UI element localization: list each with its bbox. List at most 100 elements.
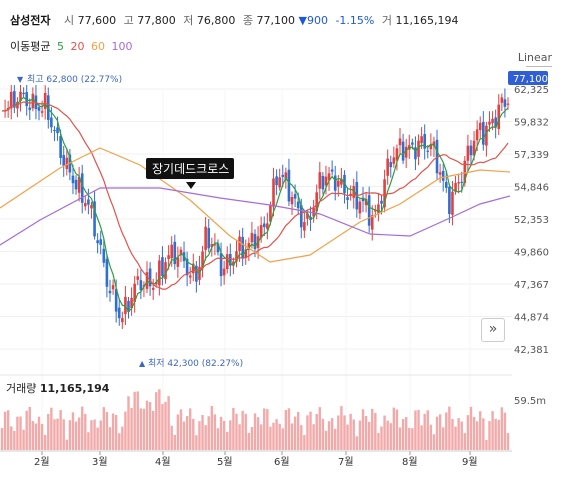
candle-body (74, 179, 78, 190)
candle-body (22, 92, 25, 95)
candle-body (398, 138, 402, 146)
candle-body (219, 253, 223, 277)
volume-bar (253, 413, 257, 450)
candle-body (340, 178, 343, 185)
volume-bar (185, 416, 189, 450)
volume-bar (201, 415, 204, 450)
volume-label: 거 (381, 14, 392, 27)
volume-panel-title: 거래량 (6, 382, 37, 395)
volume-bar (454, 426, 457, 450)
candle-body (281, 174, 285, 177)
high-marker-text: 최고 62,800 (22.77%) (27, 74, 122, 85)
ma-100-line (0, 187, 511, 246)
candle-body (266, 223, 269, 229)
candle-body (93, 201, 96, 237)
candle-body (148, 268, 152, 287)
volume-bar (133, 391, 136, 450)
volume-bar (337, 415, 340, 450)
candle-body (411, 142, 414, 145)
volume-bar (204, 425, 207, 450)
volume-bar (340, 406, 343, 450)
volume-bar (266, 409, 269, 450)
candle-body (275, 176, 278, 186)
candle-body (247, 243, 251, 250)
candle-body (173, 241, 177, 265)
volume-bar (290, 423, 294, 450)
volume-bar (334, 428, 337, 450)
candle-body (139, 280, 143, 291)
volume-bar (37, 416, 41, 450)
volume-bar (361, 409, 365, 450)
expand-chart-button[interactable]: » (481, 318, 505, 342)
volume-bar (77, 417, 81, 450)
candle-body (145, 272, 149, 289)
volume-bar (315, 413, 318, 450)
volume-bar (438, 414, 442, 450)
volume-bar (207, 416, 210, 450)
volume-bar (56, 418, 59, 450)
candle-body (111, 285, 115, 290)
candle-body (170, 244, 173, 259)
volume-bar (435, 416, 439, 450)
moving-average-legend[interactable]: 이동평균 5 20 60 100 (10, 38, 135, 54)
volume-bar (303, 435, 306, 450)
current-price-tag: 77,100 (513, 74, 548, 85)
candle-body (127, 300, 130, 312)
volume-bar (287, 408, 291, 450)
volume-bar (161, 404, 164, 450)
high-label: 고 (123, 14, 134, 27)
candle-body (195, 265, 198, 282)
volume-bar (330, 418, 334, 450)
scale-mode-toggle[interactable]: Linear (517, 51, 552, 64)
volume-bar (411, 428, 414, 450)
scale-underline (526, 66, 552, 67)
volume-bar (182, 421, 186, 450)
candle-body (225, 254, 229, 270)
ma-20: 20 (70, 40, 85, 53)
volume-bar (179, 409, 183, 450)
candle-body (90, 205, 93, 209)
candle-body (448, 186, 451, 215)
candle-body (451, 191, 454, 215)
volume-bar (392, 407, 396, 450)
candle-body (133, 283, 136, 302)
y-tick-label: 62,325 (514, 85, 549, 96)
volume-bar (84, 413, 87, 450)
volume-bar (118, 433, 121, 450)
candle-body (367, 195, 371, 226)
candle-body (438, 172, 442, 175)
y-tick-label: 47,367 (514, 280, 549, 291)
volume-bar (469, 406, 473, 450)
candle-body (136, 276, 140, 280)
candle-body (262, 223, 266, 228)
volume-bar (3, 411, 7, 450)
volume-bar (81, 406, 84, 450)
candle-body (296, 201, 300, 209)
ma-5-line (1, 96, 509, 313)
volume-bar (216, 428, 220, 450)
candle-body (25, 92, 28, 107)
candle-body (31, 93, 35, 109)
candle-body (435, 139, 439, 174)
volume-bar (401, 418, 405, 450)
volume-bar (34, 423, 38, 450)
volume-bar (19, 416, 22, 450)
volume-bar (371, 408, 374, 450)
volume-bar (74, 421, 78, 450)
volume-bar (0, 428, 4, 450)
volume-bar (296, 411, 300, 450)
volume-bar (235, 413, 238, 450)
volume-bar (497, 419, 500, 450)
volume-bar (250, 427, 254, 450)
down-arrow-icon: ▼ (298, 14, 307, 27)
volume-bar (500, 407, 504, 450)
candle-body (293, 194, 297, 199)
volume-bar (389, 423, 392, 450)
candle-body (494, 117, 497, 128)
volume-bar (167, 396, 170, 450)
candle-body (352, 186, 356, 198)
y-tick-label: 42,381 (514, 345, 549, 356)
candle-body (213, 244, 217, 246)
volume-bar (263, 408, 266, 450)
